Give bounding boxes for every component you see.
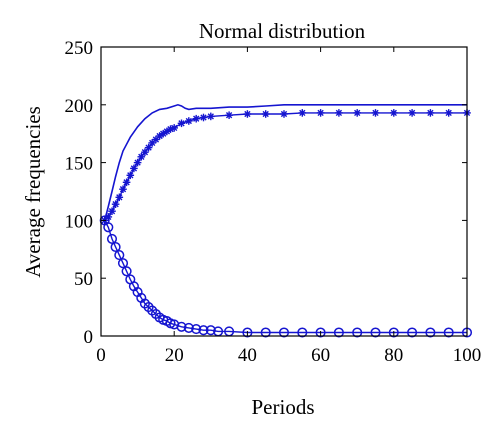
star-marker: [353, 109, 362, 117]
star-marker: [408, 109, 416, 117]
series-line: [103, 103, 467, 221]
plot-marks: [99, 103, 473, 338]
star-marker: [199, 113, 208, 122]
star-marker: [108, 207, 116, 215]
circle-marker: [176, 321, 187, 332]
star-marker: [170, 124, 178, 132]
x-tick-label: 100: [453, 345, 482, 366]
star-marker: [130, 164, 138, 173]
x-tick-label: 60: [311, 345, 330, 366]
star-marker: [298, 109, 307, 117]
x-tick-label: 80: [384, 345, 403, 366]
star-marker: [261, 110, 270, 118]
circle-marker: [183, 322, 194, 333]
circle-marker: [315, 327, 326, 338]
y-tick-label: 100: [65, 211, 94, 232]
circle-marker: [297, 327, 308, 338]
plot-frame: [100, 46, 468, 337]
star-marker: [225, 111, 233, 119]
star-marker: [126, 171, 135, 180]
x-tick-label: 40: [238, 345, 257, 366]
star-marker: [389, 109, 398, 117]
circle-marker: [121, 266, 132, 277]
circle-marker: [191, 324, 202, 335]
circle-marker: [333, 327, 344, 338]
circle-marker: [352, 327, 363, 338]
circle-marker: [388, 327, 399, 338]
star-marker: [148, 139, 156, 147]
circle-marker: [106, 233, 118, 244]
circle-marker: [110, 241, 121, 253]
star-marker: [177, 119, 186, 128]
circle-marker: [425, 327, 436, 338]
axis-ticks: 0 20 40 60 80 100 0 50 100 150 200 250: [65, 38, 482, 366]
circle-marker: [198, 325, 209, 336]
circle-marker: [205, 325, 216, 336]
circle-marker: [370, 327, 381, 338]
circle-marker: [407, 327, 418, 338]
y-tick-label: 150: [65, 154, 94, 175]
star-marker: [207, 112, 215, 121]
star-marker: [133, 158, 142, 167]
star-marker: [243, 110, 252, 118]
x-tick-label: 20: [165, 345, 184, 366]
star-marker: [137, 153, 146, 161]
star-marker: [144, 143, 153, 152]
circle-marker: [260, 327, 271, 338]
y-tick-label: 250: [65, 38, 94, 59]
star-marker: [280, 110, 288, 118]
circle-marker: [114, 250, 125, 261]
star-marker: [426, 109, 435, 117]
star-marker: [185, 117, 193, 125]
x-axis-label: Periods: [252, 395, 315, 419]
star-marker: [111, 200, 120, 208]
y-tick-label: 0: [84, 327, 94, 348]
star-marker: [122, 178, 131, 187]
y-tick-label: 50: [74, 269, 93, 290]
star-marker: [316, 109, 325, 117]
circle-marker: [117, 258, 129, 269]
star-marker: [335, 109, 343, 117]
circle-marker: [242, 327, 253, 338]
chart-title: Normal distribution: [199, 19, 366, 43]
x-tick-label: 0: [96, 345, 106, 366]
series-connector-line: [104, 112, 467, 221]
star-marker: [371, 109, 380, 117]
star-marker: [444, 109, 453, 117]
star-marker: [115, 193, 124, 202]
star-marker: [192, 114, 200, 123]
star-marker: [119, 185, 127, 193]
circle-marker: [278, 327, 290, 338]
circle-marker: [443, 327, 454, 338]
y-tick-label: 200: [65, 96, 94, 117]
y-axis-label: Average frequencies: [21, 106, 45, 278]
circle-marker: [103, 222, 114, 233]
